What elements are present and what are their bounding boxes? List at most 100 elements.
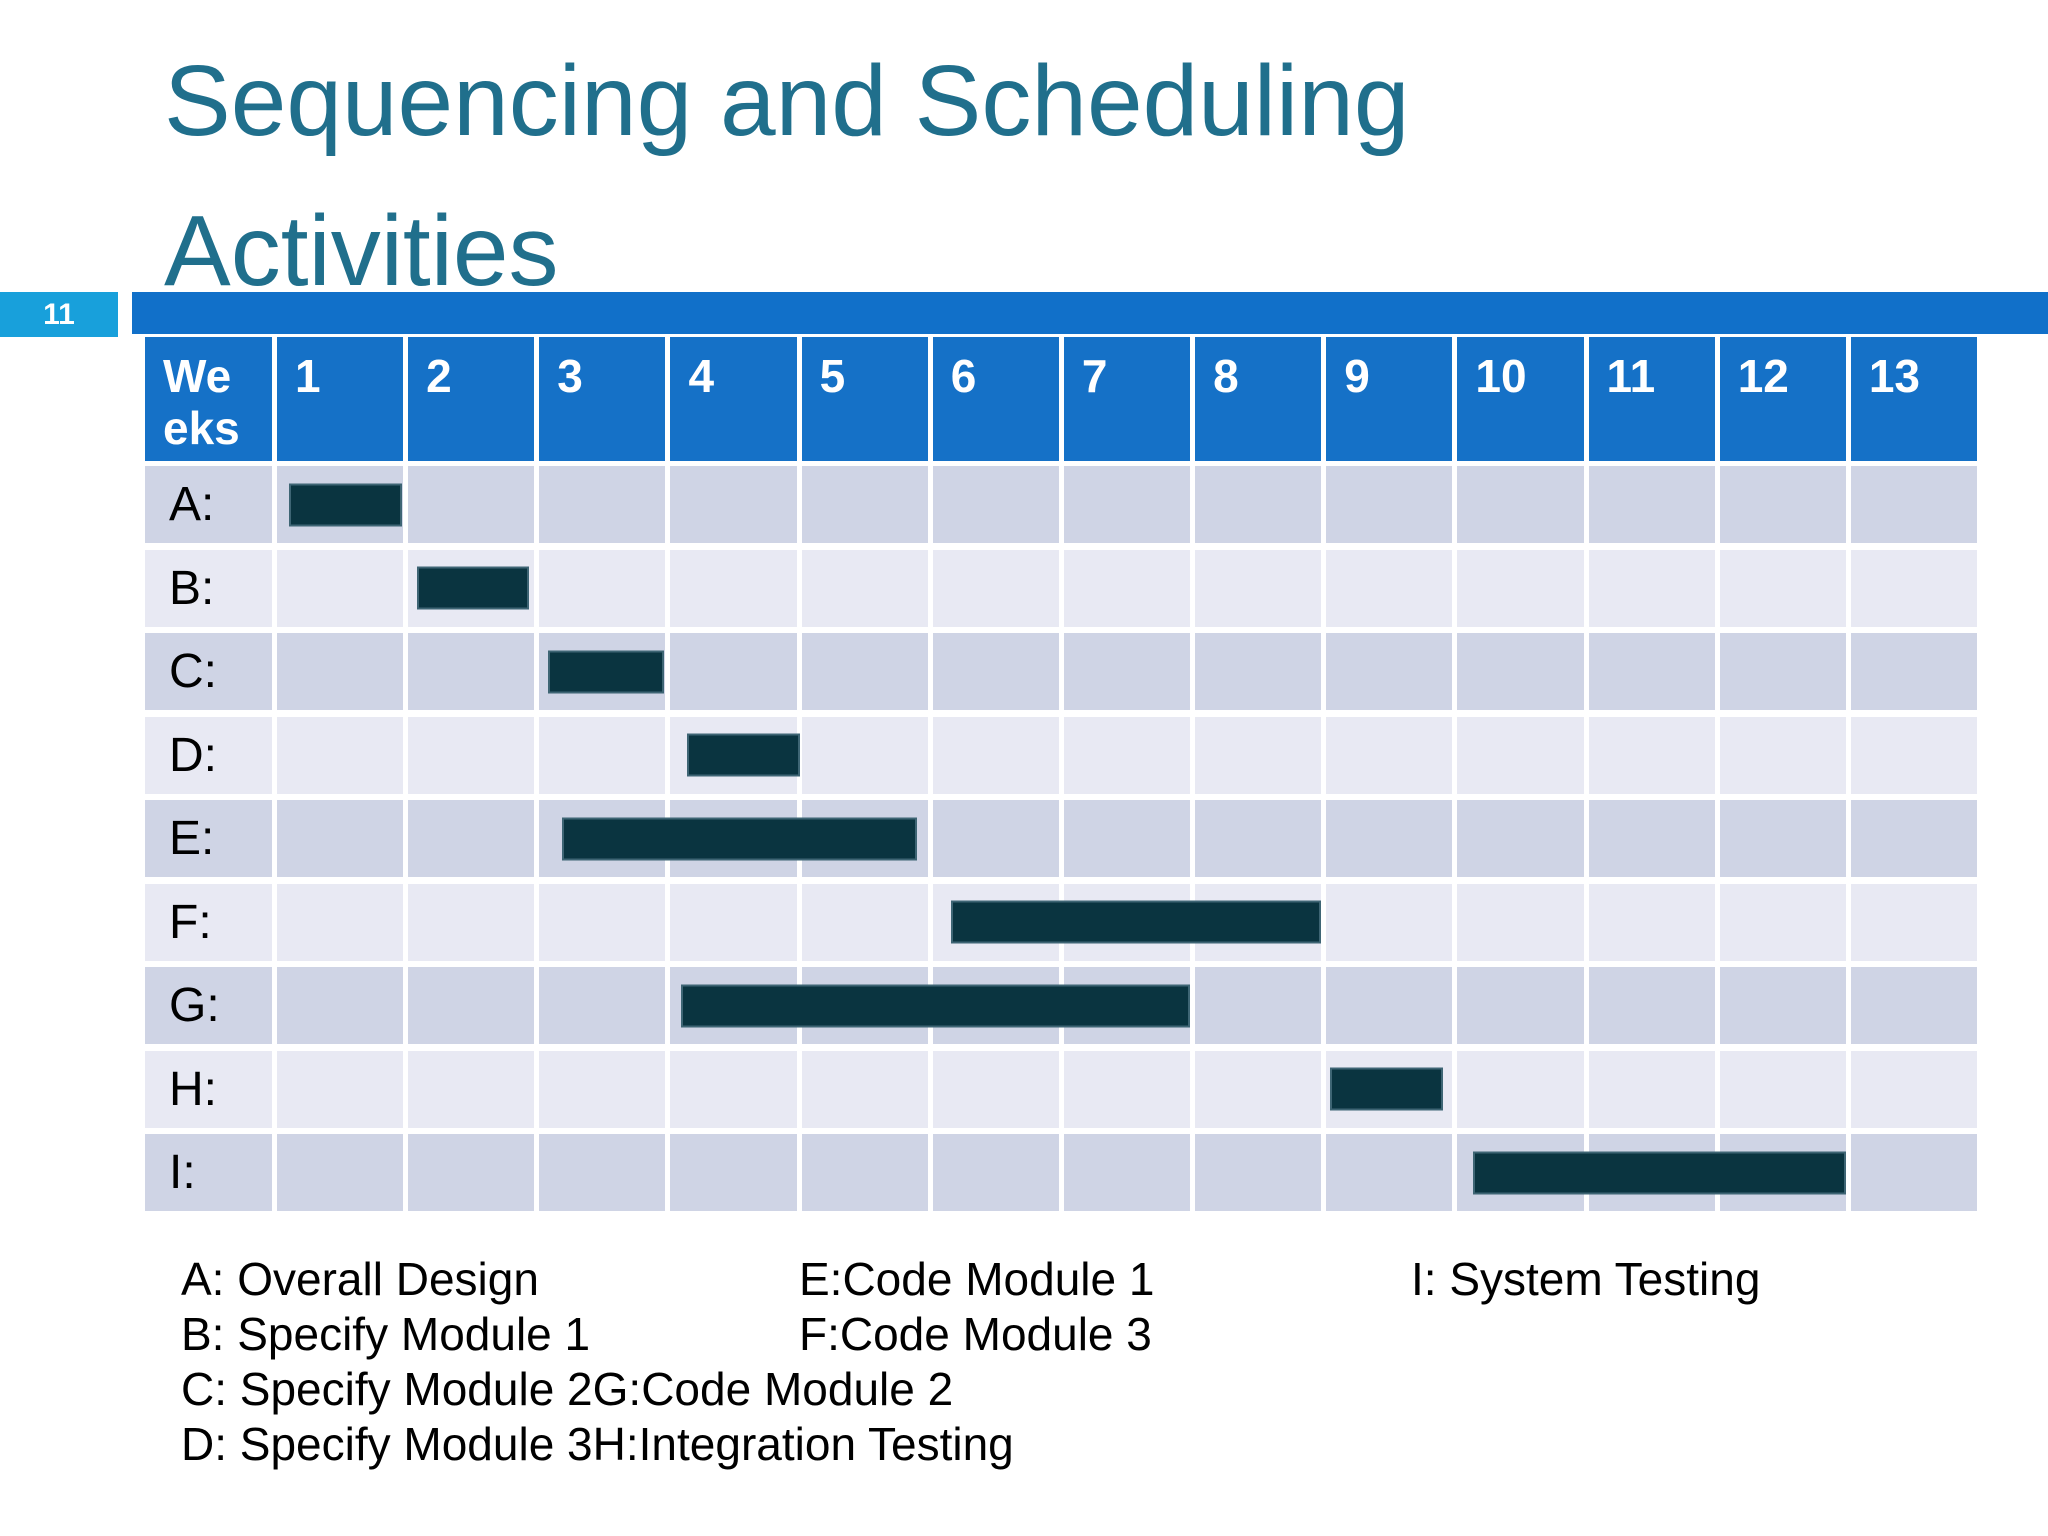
week-cell	[1719, 800, 1846, 877]
week-cell	[1850, 633, 1977, 710]
gantt-chart: We eks 1 2 3 4 5 6 7 8 9 10 11 12 13 A: B: C: D: E: F: G: H: I:	[145, 337, 1977, 1218]
legend-entry: G:Code Module 2	[592, 1363, 954, 1415]
activity-row-F: F:	[145, 883, 1977, 961]
week-cell	[277, 549, 404, 627]
activity-label-E: E:	[145, 800, 272, 877]
gantt-bar-D	[687, 733, 801, 777]
week-cell	[1063, 716, 1191, 794]
week-number-cell: 13	[1850, 337, 1977, 461]
activity-row-H: H:	[145, 1050, 1977, 1128]
week-cell	[1850, 1050, 1977, 1128]
week-cell	[1195, 466, 1322, 543]
week-cell	[1063, 633, 1191, 710]
week-cell	[277, 716, 404, 794]
activity-label-C: C:	[145, 633, 272, 710]
week-number-cell: 10	[1457, 337, 1584, 461]
activity-label-G: G:	[145, 967, 272, 1044]
week-cell	[670, 466, 797, 543]
gantt-bar-A	[288, 483, 402, 526]
week-cell	[932, 549, 1059, 627]
week-cell	[1195, 549, 1322, 627]
week-cell	[801, 1134, 928, 1211]
week-cell	[1326, 883, 1453, 961]
activity-row-A: A:	[145, 466, 1977, 543]
week-cell	[801, 883, 928, 961]
week-number-cell: 6	[932, 337, 1059, 461]
week-cell	[1195, 633, 1322, 710]
week-cell	[932, 1134, 1059, 1211]
week-cell	[932, 633, 1059, 710]
week-cell	[1195, 967, 1322, 1044]
week-cell	[1850, 800, 1977, 877]
week-cell	[1326, 967, 1453, 1044]
week-cell	[932, 800, 1059, 877]
week-cell	[539, 883, 666, 961]
week-cell	[1195, 1134, 1322, 1211]
week-cell	[539, 549, 666, 627]
weeks-header-line: eks	[163, 401, 240, 454]
week-cell	[1588, 800, 1715, 877]
week-cell	[1326, 633, 1453, 710]
week-cell	[1719, 883, 1846, 961]
week-number-cell: 11	[1588, 337, 1715, 461]
gantt-bar-F	[951, 900, 1321, 944]
week-cell	[408, 800, 535, 877]
week-number-cell: 1	[277, 337, 404, 461]
week-cell	[801, 633, 928, 710]
week-cell	[670, 549, 797, 627]
week-cell	[1063, 466, 1191, 543]
week-cell	[801, 1050, 928, 1128]
week-cell	[539, 716, 666, 794]
week-cell	[539, 967, 666, 1044]
title-banner-bar	[132, 292, 2048, 334]
week-cell	[1457, 466, 1584, 543]
week-cell	[277, 1134, 404, 1211]
title-line-2: Activities	[164, 195, 559, 307]
week-cell	[408, 1050, 535, 1128]
week-cell	[408, 716, 535, 794]
activity-legend: A: Overall Design E:Code Module 1 I: Syste…	[181, 1252, 1881, 1472]
activity-label-H: H:	[145, 1050, 272, 1128]
week-cell	[1719, 633, 1846, 710]
week-cell	[1850, 883, 1977, 961]
week-cell	[277, 800, 404, 877]
week-cell	[1719, 1050, 1846, 1128]
week-cell	[1063, 1050, 1191, 1128]
activity-label-I: I:	[145, 1134, 272, 1211]
week-cell	[670, 1134, 797, 1211]
week-cell	[1850, 466, 1977, 543]
week-cell	[277, 633, 404, 710]
week-cell	[670, 633, 797, 710]
week-cell	[801, 716, 928, 794]
activity-label-F: F:	[145, 883, 272, 961]
week-number-cell: 4	[670, 337, 797, 461]
week-cell	[1195, 716, 1322, 794]
week-cell	[1063, 800, 1191, 877]
legend-entry: I: System Testing	[1411, 1253, 1761, 1305]
slide-title: Sequencing and Scheduling Activities	[164, 26, 1409, 326]
week-cell	[408, 883, 535, 961]
week-cell	[1195, 800, 1322, 877]
week-cell	[1326, 466, 1453, 543]
legend-entry: D: Specify Module 3	[181, 1418, 593, 1470]
week-cell	[1326, 1134, 1453, 1211]
week-cell	[1588, 466, 1715, 543]
week-cell	[670, 1050, 797, 1128]
weeks-header-line: We	[163, 350, 232, 402]
week-cell	[1719, 716, 1846, 794]
page-number-badge: 11	[0, 292, 118, 337]
week-cell	[408, 967, 535, 1044]
gantt-bar-H	[1330, 1067, 1443, 1111]
week-cell	[1326, 716, 1453, 794]
week-cell	[1719, 549, 1846, 627]
week-cell	[408, 633, 535, 710]
week-cell	[1457, 1050, 1584, 1128]
week-cell	[1719, 466, 1846, 543]
activity-row-B: B:	[145, 549, 1977, 627]
week-cell	[932, 466, 1059, 543]
week-number-cell: 2	[408, 337, 535, 461]
week-cell	[932, 1050, 1059, 1128]
week-cell	[1457, 549, 1584, 627]
week-cell	[539, 1050, 666, 1128]
